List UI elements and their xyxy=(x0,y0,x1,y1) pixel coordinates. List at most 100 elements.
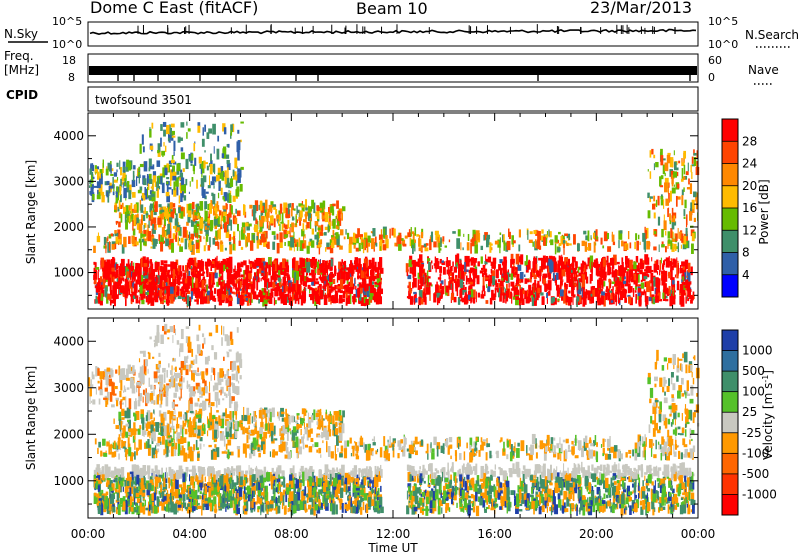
echo-cell xyxy=(629,242,632,249)
echo-cell xyxy=(677,242,680,253)
echo-cell xyxy=(155,286,158,296)
echo-cell xyxy=(237,129,240,134)
echo-cell xyxy=(377,471,381,482)
echo-cell xyxy=(637,262,640,271)
echo-cell xyxy=(272,483,275,495)
echo-cell xyxy=(583,230,587,235)
echo-cell xyxy=(356,474,360,481)
echo-cell xyxy=(324,226,329,230)
echo-cell xyxy=(201,506,203,516)
echo-cell xyxy=(609,279,612,289)
echo-cell xyxy=(460,242,462,251)
nsky-label: N.Sky xyxy=(4,27,38,41)
echo-cell xyxy=(653,154,656,159)
echo-cell xyxy=(481,272,485,277)
echo-cell xyxy=(188,257,191,269)
echo-cell xyxy=(276,283,279,291)
echo-cell xyxy=(140,219,142,228)
echo-cell xyxy=(225,295,229,304)
echo-cell xyxy=(238,269,241,277)
echo-cell xyxy=(271,231,276,235)
echo-cell xyxy=(456,285,459,296)
echo-cell xyxy=(322,200,326,210)
echo-cell xyxy=(109,277,112,285)
echo-cell xyxy=(277,282,281,292)
echo-cell xyxy=(469,258,474,262)
echo-cell xyxy=(399,241,401,249)
echo-cell xyxy=(238,291,241,298)
echo-cell xyxy=(686,271,691,282)
echo-cell xyxy=(234,157,238,169)
echo-cell xyxy=(405,263,409,273)
echo-cell xyxy=(98,490,101,497)
nsearch-tick-bottom: 10^0 xyxy=(708,38,738,51)
echo-cell xyxy=(277,505,281,514)
echo-cell xyxy=(99,172,101,179)
echo-cell xyxy=(662,263,665,268)
echo-cell xyxy=(149,205,153,213)
echo-cell xyxy=(573,276,577,282)
echo-cell xyxy=(165,211,169,219)
echo-cell xyxy=(207,185,211,189)
echo-cell xyxy=(283,266,287,277)
echo-cell xyxy=(198,234,201,239)
echo-cell xyxy=(408,281,411,290)
echo-cell xyxy=(199,163,203,169)
echo-cell xyxy=(138,238,142,243)
echo-cell xyxy=(144,207,146,214)
echo-cell xyxy=(526,294,531,301)
echo-cell xyxy=(273,491,276,499)
echo-cell xyxy=(122,172,126,179)
echo-cell xyxy=(464,269,469,272)
echo-cell xyxy=(567,297,572,306)
echo-cell xyxy=(158,234,161,242)
echo-cell xyxy=(122,486,124,492)
echo-cell xyxy=(262,261,267,269)
echo-cell xyxy=(300,205,304,208)
echo-cell xyxy=(124,287,128,299)
echo-cell xyxy=(645,298,648,303)
echo-cell xyxy=(368,259,372,267)
echo-cell xyxy=(201,287,204,293)
echo-cell xyxy=(346,295,351,304)
echo-cell xyxy=(475,291,477,303)
echo-cell xyxy=(518,244,521,252)
echo-cell xyxy=(308,272,312,276)
echo-cell xyxy=(230,487,233,499)
echo-cell xyxy=(93,273,96,278)
echo-cell xyxy=(460,268,464,280)
echo-cell xyxy=(188,155,191,162)
echo-cell xyxy=(629,286,633,293)
echo-cell xyxy=(241,289,245,299)
echo-cell xyxy=(644,242,646,253)
echo-cell xyxy=(598,281,602,289)
echo-cell xyxy=(620,274,623,282)
echo-cell xyxy=(602,245,605,249)
echo-cell xyxy=(277,277,281,282)
echo-cell xyxy=(427,282,429,287)
echo-cell xyxy=(459,288,464,291)
echo-cell xyxy=(120,290,123,293)
echo-cell xyxy=(277,266,282,273)
echo-cell xyxy=(420,231,424,239)
echo-cell xyxy=(184,285,189,293)
echo-cell xyxy=(554,235,558,243)
echo-cell xyxy=(181,290,186,298)
echo-cell xyxy=(266,218,268,229)
echo-cell xyxy=(175,177,179,187)
echo-cell xyxy=(346,291,350,294)
echo-cell xyxy=(413,291,417,295)
echo-cell xyxy=(101,259,105,267)
echo-cell xyxy=(353,293,357,298)
echo-cell xyxy=(322,271,327,277)
echo-cell xyxy=(299,210,303,218)
echo-cell xyxy=(637,284,640,288)
echo-cell xyxy=(337,210,339,219)
echo-cell xyxy=(314,234,319,240)
echo-cell xyxy=(167,269,171,273)
y-tick-label: 1000 xyxy=(53,266,84,280)
echo-cell xyxy=(195,266,198,273)
echo-cell xyxy=(107,162,111,171)
echo-cell xyxy=(158,490,161,495)
echo-cell xyxy=(94,168,99,173)
